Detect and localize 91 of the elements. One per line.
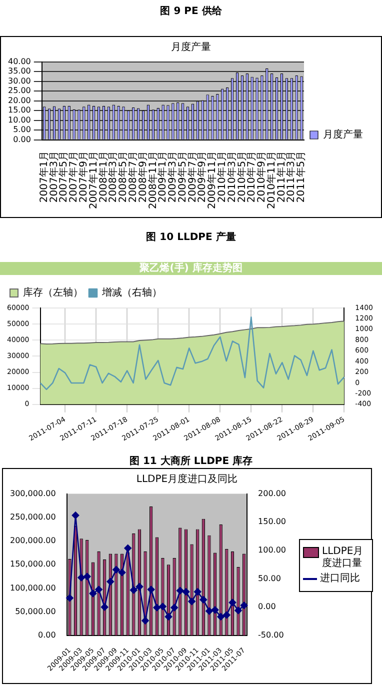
point: [106, 578, 114, 586]
point: [112, 566, 120, 574]
y2-tick-label: 100.00: [258, 546, 286, 555]
x-tick-label: 2009年3月: [166, 150, 179, 203]
point: [182, 588, 190, 596]
x-tick-label: 2007年11月: [87, 150, 100, 210]
x-tick-label: 2010年3月: [226, 150, 238, 203]
x-tick-label: 2010年11月: [265, 150, 278, 210]
point: [217, 613, 224, 620]
point: [194, 588, 202, 596]
caption: 图 9 PE 供给: [159, 4, 223, 18]
point: [100, 603, 108, 611]
y-tick-label: 25.00: [8, 86, 31, 96]
chart-title: 月度产量: [170, 40, 212, 54]
x-tick-label: 2007年5月: [58, 150, 70, 203]
x-tick-label: 2010年5月: [236, 150, 248, 203]
x-tick-label: 2011年5月: [295, 150, 308, 203]
x-tick-label: 2009年5月: [176, 150, 188, 203]
y-tick-label: 5.00: [13, 125, 31, 134]
point: [211, 606, 219, 614]
point: [170, 604, 178, 612]
legend-label: 进口同比: [320, 573, 360, 585]
point: [153, 604, 161, 612]
x-tick-label: 2011年1月: [275, 150, 288, 203]
x-tick-label: 2010年1月: [216, 150, 228, 203]
y-tick-label: 250,000.00: [10, 512, 56, 522]
caption: 图 11 大商所 LLDPE 库存: [128, 454, 254, 468]
point: [89, 590, 97, 598]
x-tick-label: 2007年9月: [78, 150, 90, 203]
point: [130, 586, 138, 594]
x-tick-label: 2008年7月: [126, 150, 139, 203]
point: [78, 574, 85, 582]
x-tick-label: 2008年9月: [136, 150, 149, 203]
y-tick-label: 15.00: [8, 106, 31, 115]
point: [206, 607, 213, 615]
y2-tick-label: -50.00: [258, 630, 284, 640]
y-tick-label: 0.00: [13, 134, 31, 144]
y-tick-label: 40.00: [8, 56, 31, 66]
point: [164, 613, 172, 620]
y-tick-label: 50,000.00: [15, 606, 56, 616]
point: [234, 606, 242, 614]
point: [228, 598, 236, 606]
x-tick-label: 2007年1月: [38, 150, 50, 203]
x-tick-label: 2011年3月: [285, 150, 298, 203]
y-tick-label: 20.00: [8, 96, 31, 105]
point: [84, 572, 91, 580]
point: [147, 586, 155, 594]
y-tick-label: 0.00: [38, 630, 56, 640]
y-tick-label: 35.00: [8, 66, 31, 76]
y-tick-label: 30.00: [8, 76, 31, 86]
point: [124, 544, 132, 552]
x-tick-label: 2008年11月: [146, 150, 159, 210]
point: [176, 586, 184, 594]
x-tick-label: 2009年9月: [196, 150, 208, 203]
y2-tick-label: 150.00: [258, 517, 286, 526]
point: [95, 586, 102, 594]
legend-label: 增减（右轴）: [101, 286, 162, 299]
y-tick-label: 150,000.00: [10, 560, 56, 569]
x-tick-label: 2007年3月: [48, 150, 60, 203]
x-tick-label: 2009年1月: [156, 150, 169, 203]
x-tick-label: 2008年5月: [117, 150, 130, 203]
point: [136, 583, 144, 590]
y2-tick-label: 50.00: [258, 574, 281, 583]
y-tick-label: 10.00: [8, 115, 31, 124]
point: [223, 611, 230, 619]
legend-label: 月度产量: [323, 128, 363, 141]
chart-title: LLDPE月度进口及同比: [135, 472, 239, 486]
point: [66, 594, 74, 602]
y-tick-label: 100,000.00: [10, 583, 56, 592]
point: [188, 598, 196, 606]
legend-label: 库存（左轴）: [23, 286, 83, 299]
x-tick-label: 2009年11月: [206, 150, 218, 210]
x-tick-label: 2008年3月: [107, 150, 120, 203]
x-tick-label: 2007年7月: [68, 150, 80, 203]
point: [142, 617, 149, 624]
point: [200, 596, 208, 604]
y-tick-label: 300,000.00: [10, 488, 56, 498]
chart-title: 聚乙烯(手) 库存走势图: [0, 262, 382, 275]
point: [72, 512, 80, 519]
y-tick-label: 200,000.00: [10, 536, 56, 546]
x-tick-label: 2010年9月: [256, 150, 268, 203]
caption: 图 10 LLDPE 产量: [145, 230, 237, 244]
point: [118, 568, 126, 576]
x-tick-label: 2010年7月: [246, 150, 258, 203]
y2-tick-label: 200.00: [258, 488, 286, 498]
point: [240, 602, 248, 610]
point: [159, 602, 166, 610]
y2-tick-label: 0.00: [258, 602, 276, 612]
legend-label: LLDPE月度进口量: [322, 546, 364, 570]
x-tick-label: 2009年7月: [186, 150, 198, 203]
x-tick-label: 2008年1月: [97, 150, 110, 203]
